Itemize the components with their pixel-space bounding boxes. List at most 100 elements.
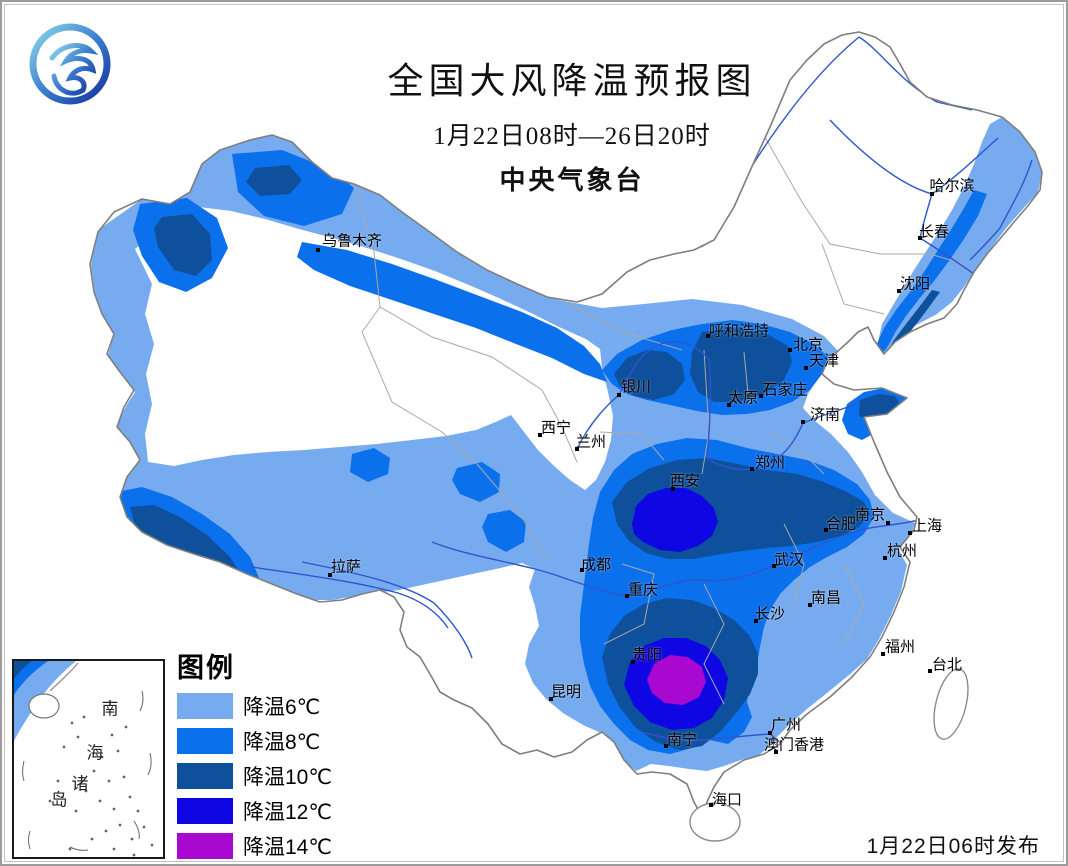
city-dot: [824, 528, 828, 532]
city-label: 天津: [808, 352, 840, 370]
city-dot: [918, 236, 922, 240]
city-label: 上海: [911, 517, 943, 535]
city-label: 台北: [931, 656, 963, 674]
city-label: 兰州: [575, 433, 607, 451]
taiwan-island: [933, 668, 969, 740]
city-label: 西宁: [540, 419, 572, 437]
city-dot: [727, 403, 731, 407]
hainan-island: [689, 802, 741, 842]
legend-label: 降温10℃: [243, 766, 332, 789]
city-label: 重庆: [627, 581, 659, 599]
city-dot: [631, 660, 635, 664]
city-label: 长春: [918, 223, 950, 241]
city-label: 合肥: [825, 515, 857, 533]
city-dot: [671, 487, 675, 491]
city-dot: [881, 652, 885, 656]
inset-arcs: [22, 690, 152, 851]
city-label: 沈阳: [899, 275, 931, 293]
city-label: 南京: [854, 506, 886, 524]
city-dot: [772, 564, 776, 568]
legend-row: 降温12℃: [177, 798, 332, 824]
title-block: 全国大风降温预报图 1月22日08时—26日20时 中央气象台: [387, 52, 756, 197]
page-title: 全国大风降温预报图: [387, 61, 757, 101]
city-dot: [625, 594, 629, 598]
legend-swatch: [177, 728, 233, 754]
inset-shade-8c: [14, 661, 48, 695]
city-dot: [328, 573, 332, 577]
city-label: 济南: [809, 406, 841, 424]
city-dot: [759, 394, 763, 398]
province-borders: [353, 131, 965, 705]
city-label: 南宁: [666, 731, 698, 749]
legend-swatch: [177, 833, 233, 859]
legend-label: 降温12℃: [243, 801, 332, 824]
city-dot: [709, 803, 713, 807]
agency-name: 中央气象台: [499, 165, 645, 195]
city-label: 昆明: [550, 683, 582, 701]
city-label: 银川: [620, 378, 652, 396]
city-label: 郑州: [754, 454, 786, 472]
city-label: 澳门香港: [763, 736, 825, 754]
rivers: [251, 36, 1033, 751]
city-dot: [706, 334, 710, 338]
city-dot: [316, 248, 320, 252]
inset-label-char: 海: [86, 743, 104, 763]
city-dot: [804, 366, 808, 370]
city-dot: [580, 568, 584, 572]
city-dot: [549, 697, 553, 701]
inset-islands: [48, 715, 154, 857]
inset-shade-10c: [14, 661, 32, 679]
city-dot: [774, 750, 778, 754]
issue-timestamp: 1月22日06时发布: [866, 835, 1040, 858]
legend-label: 降温6℃: [243, 696, 321, 719]
city-label: 成都: [580, 556, 612, 574]
city-dot: [538, 433, 542, 437]
city-label: 石家庄: [762, 381, 808, 399]
inset-coastline: [49, 662, 79, 692]
inset-shade-6c: [14, 661, 76, 741]
legend-label: 降温14℃: [243, 836, 332, 859]
inset-label-char: 南: [101, 699, 119, 719]
legend-swatch: [177, 798, 233, 824]
city-label: 北京: [792, 336, 824, 354]
city-dot: [930, 192, 934, 196]
city-dot: [575, 447, 579, 451]
legend-label: 降温8℃: [243, 731, 321, 754]
city-dot: [750, 467, 754, 471]
city-dot: [883, 556, 887, 560]
region-cool-14c: [647, 655, 706, 705]
city-label: 海口: [711, 791, 743, 809]
cma-logo: [29, 23, 111, 105]
city-label: 太原: [727, 389, 759, 407]
city-dot: [928, 669, 932, 673]
city-label: 武汉: [773, 551, 805, 569]
legend-title: 图例: [177, 653, 235, 683]
legend-row: 降温8℃: [177, 728, 332, 754]
south-china-sea-inset: 南 海 诸 岛: [12, 659, 165, 859]
legend-swatch: [177, 763, 233, 789]
forecast-period: 1月22日08时—26日20时: [433, 123, 711, 150]
legend: 图例 降温6℃ 降温8℃ 降温10℃ 降温12℃ 降温14℃: [177, 646, 332, 864]
city-dot: [908, 531, 912, 535]
city-label: 呼和浩特: [708, 322, 770, 340]
city-dot: [801, 420, 805, 424]
city-label: 广州: [770, 716, 802, 734]
inset-label-char: 诸: [71, 774, 89, 794]
national-border: [89, 31, 1043, 818]
inset-label-char: 岛: [50, 790, 68, 810]
city-dot: [788, 348, 792, 352]
city-dot: [897, 289, 901, 293]
city-dot: [768, 731, 772, 735]
city-label: 拉萨: [330, 558, 362, 576]
city-label: 福州: [884, 638, 916, 656]
city-dot: [754, 619, 758, 623]
city-dot: [664, 744, 668, 748]
city-label: 杭州: [886, 542, 918, 560]
city-label: 贵阳: [631, 646, 663, 664]
legend-row: 降温10℃: [177, 763, 332, 789]
city-label: 西安: [669, 472, 701, 490]
legend-row: 降温14℃: [177, 833, 332, 859]
city-dot: [617, 393, 621, 397]
